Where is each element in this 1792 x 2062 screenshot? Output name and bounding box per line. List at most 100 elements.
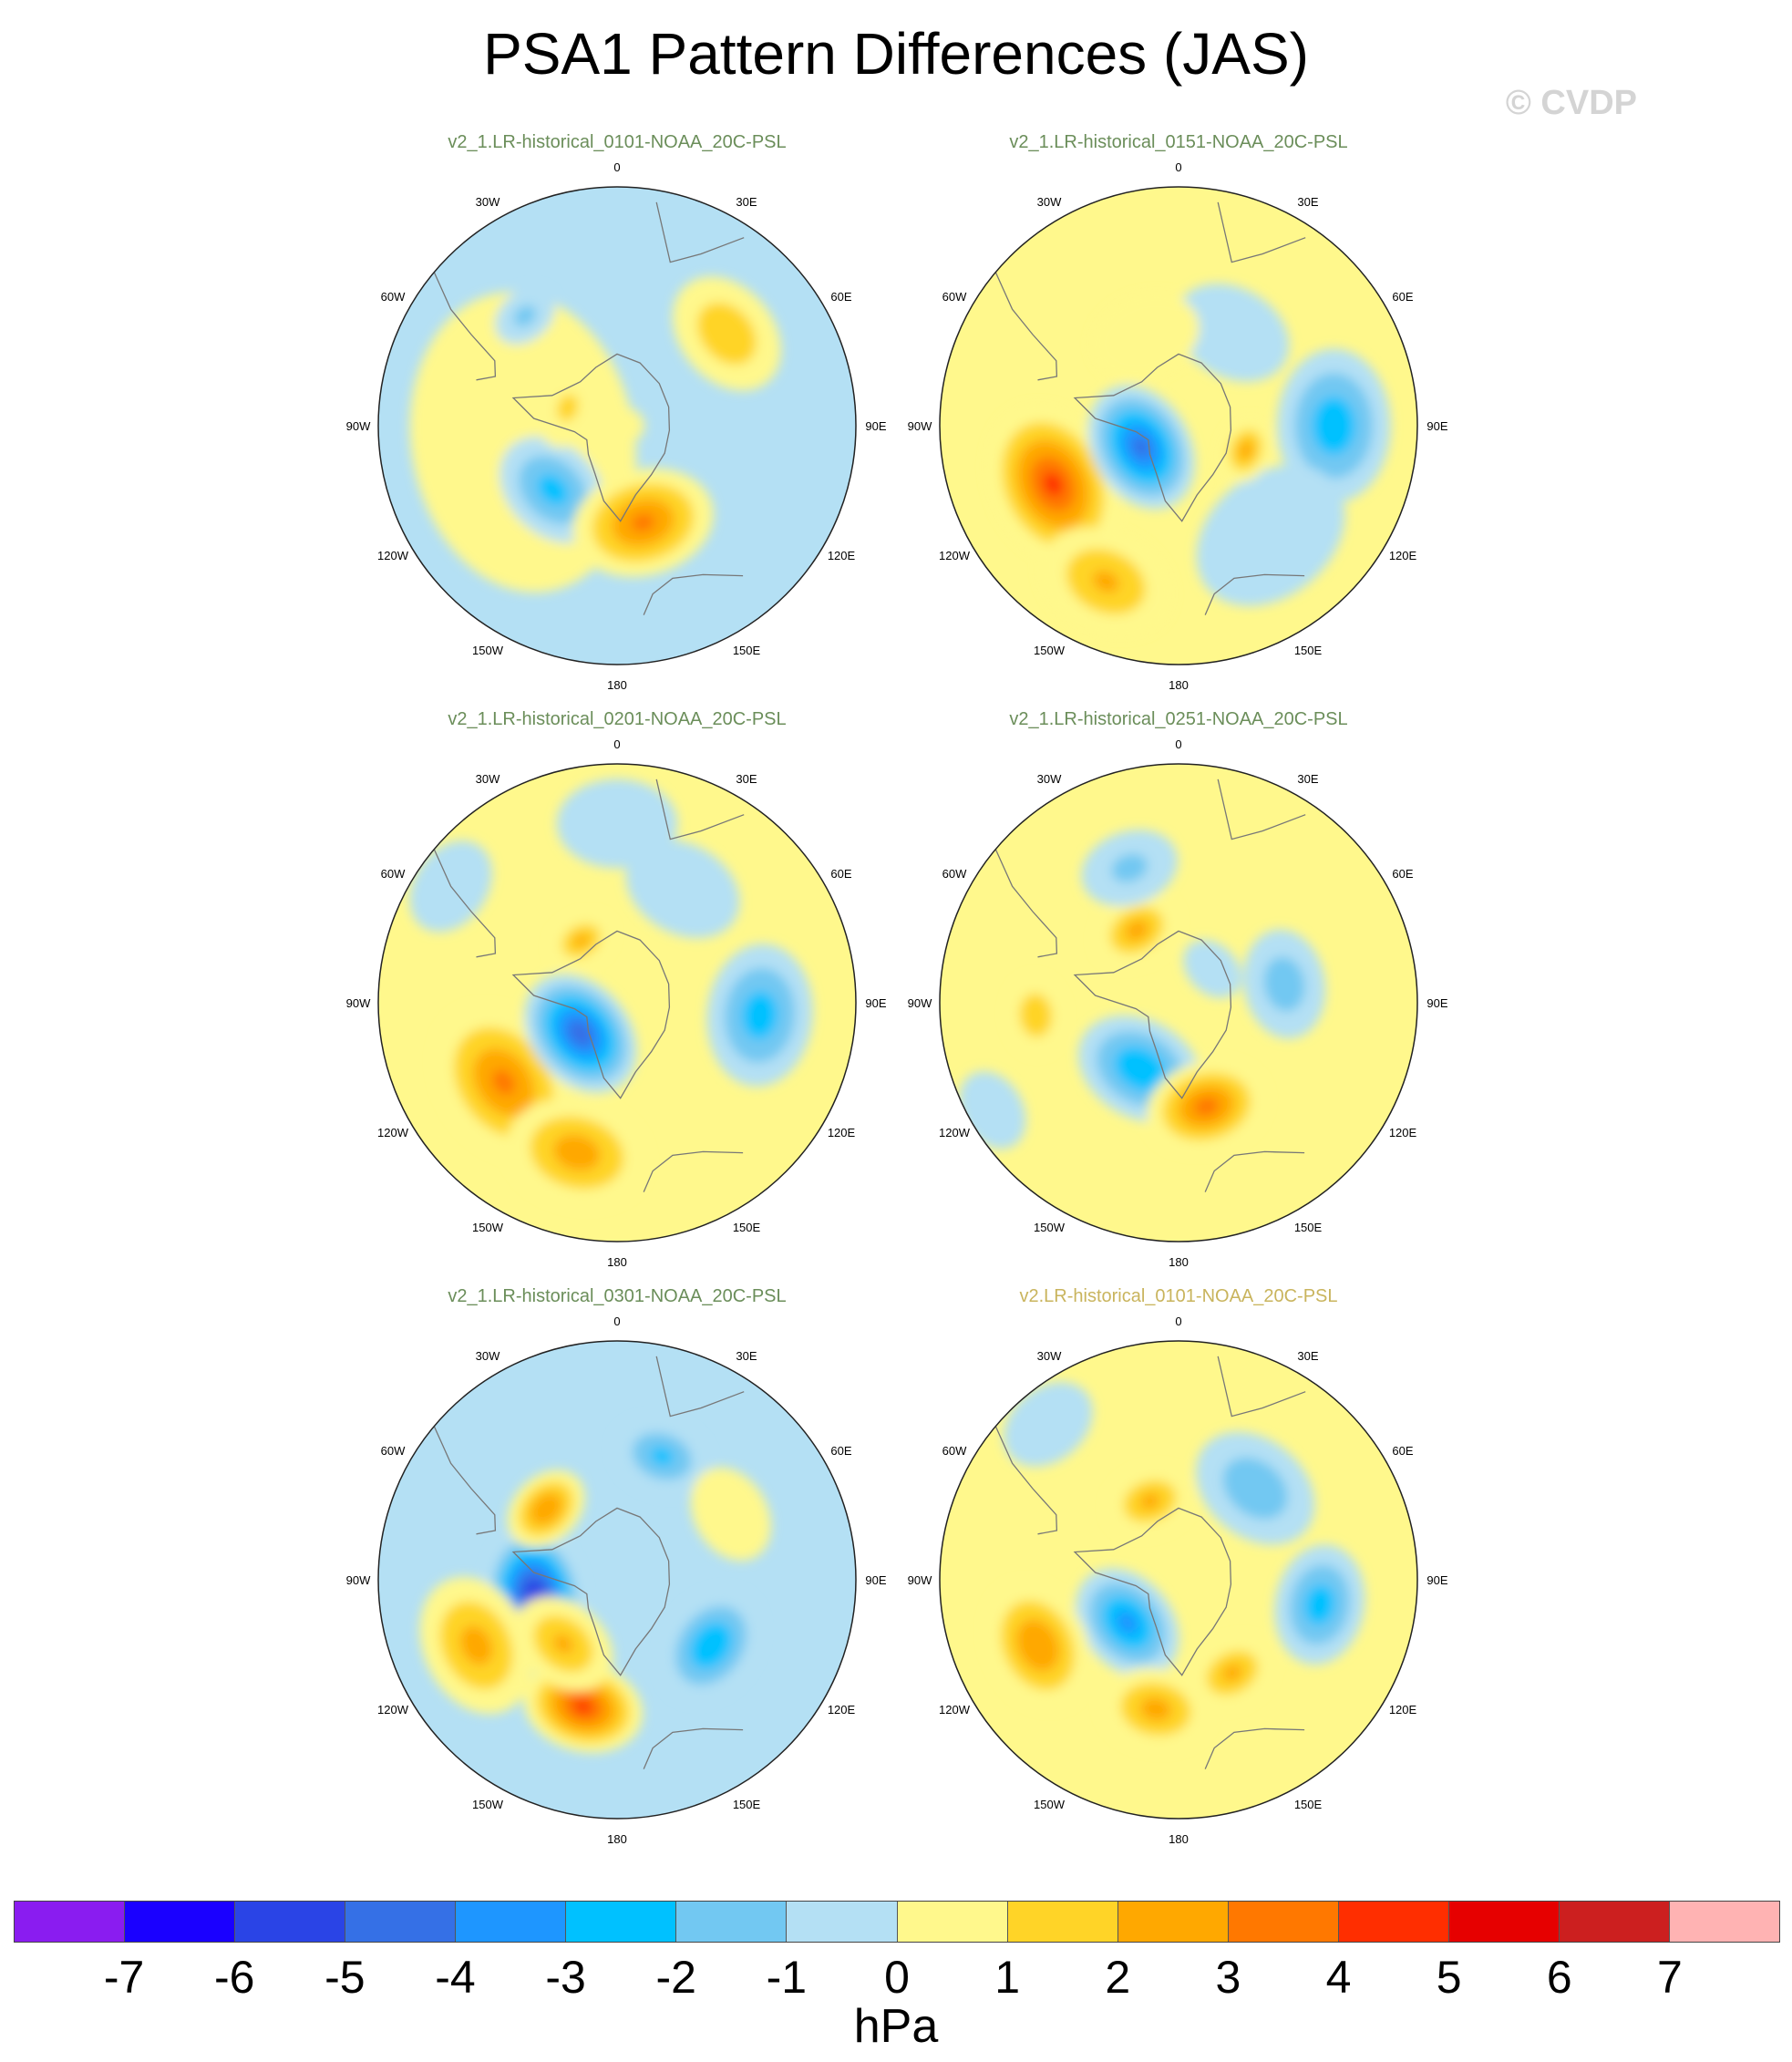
map-panels: v2_1.LR-historical_0101-NOAA_20C-PSL 0 30E…: [346, 132, 1448, 1846]
longitude-label: 120E: [828, 1703, 856, 1717]
panel-title: v2_1.LR-historical_0251-NOAA_20C-PSL: [1009, 709, 1347, 729]
longitude-label: 150E: [1294, 1798, 1323, 1811]
pressure-anomaly-contour: [1132, 437, 1150, 458]
longitude-label: 30E: [736, 1349, 757, 1363]
colorbar-tick-label: -2: [655, 1952, 696, 2003]
longitude-label: 90W: [346, 996, 371, 1010]
colorbar-tick-label: -3: [545, 1952, 586, 2003]
colorbar-labels: -7 -6 -5 -4 -3 -2 -1 0 1 2 3 4 5 6 7: [14, 1951, 1780, 2005]
pressure-anomaly-contour: [553, 1134, 601, 1171]
longitude-label: 60E: [1392, 1444, 1413, 1458]
coastline-south-america: [994, 272, 1058, 381]
longitude-label: 180: [1169, 1832, 1189, 1846]
map-field: [378, 187, 856, 665]
coastline-africa: [1217, 1356, 1306, 1418]
longitude-label: 60W: [942, 867, 967, 881]
map-border: [939, 186, 1418, 665]
pressure-anomaly-contour: [1125, 920, 1149, 941]
colorbar-swatch: [125, 1902, 236, 1942]
pressure-anomaly-contour: [690, 1467, 771, 1562]
pressure-anomaly-contour: [742, 991, 778, 1039]
map-border: [377, 763, 857, 1242]
colorbar-units: hPa: [853, 2000, 939, 2053]
longitude-label: 90W: [908, 419, 932, 433]
pressure-anomaly-contour: [651, 1447, 674, 1466]
colorbar-swatch: [676, 1902, 788, 1942]
colorbar-swatch: [566, 1902, 677, 1942]
pressure-anomaly-contour: [1111, 853, 1148, 883]
coastline-africa: [1217, 201, 1306, 263]
colorbar-tick-label: 1: [994, 1952, 1021, 2003]
longitude-label: 60W: [942, 1444, 967, 1458]
longitude-label: 60W: [381, 290, 406, 304]
longitude-label: 60W: [381, 867, 406, 881]
colorbar-tick-label: 7: [1656, 1952, 1683, 2003]
pressure-anomaly-contour: [556, 778, 678, 869]
longitude-label: 30E: [736, 195, 757, 209]
colorbar-swatch: [1117, 1902, 1229, 1942]
map-field: [378, 1341, 856, 1819]
longitude-label: 120E: [828, 1126, 856, 1139]
longitude-label: 60E: [1392, 867, 1413, 881]
pressure-anomaly-contour: [513, 304, 537, 327]
coastline-africa: [655, 778, 745, 840]
pressure-anomaly-contour: [553, 1634, 573, 1654]
longitude-label: 90E: [865, 1573, 886, 1587]
longitude-label: 30E: [1297, 195, 1318, 209]
longitude-label: 90W: [908, 996, 932, 1010]
panel-title: v2.LR-historical_0101-NOAA_20C-PSL: [1019, 1286, 1337, 1306]
pressure-anomaly-contour: [1116, 1611, 1138, 1634]
longitude-label: 90E: [1426, 996, 1447, 1010]
longitude-label: 180: [1169, 1255, 1189, 1269]
pressure-anomaly-contour: [1003, 1381, 1093, 1467]
pressure-anomaly-contour: [1196, 464, 1345, 606]
longitude-label: 150E: [1294, 644, 1323, 657]
coastline-antarctica: [511, 1507, 671, 1676]
longitude-label: 60E: [830, 290, 851, 304]
map-panel: v2_1.LR-historical_0101-NOAA_20C-PSL 0 30E…: [346, 132, 887, 692]
map-field: [940, 764, 1417, 1242]
longitude-label: 150W: [1034, 1221, 1066, 1234]
pressure-anomaly-contour: [1183, 940, 1241, 998]
colorbar-swatch: [235, 1902, 346, 1942]
longitude-label: 0: [1175, 1315, 1181, 1328]
longitude-label: 90W: [346, 419, 371, 433]
colorbar-tick-label: 5: [1436, 1952, 1462, 2003]
colorbar-swatch: [456, 1902, 567, 1942]
longitude-label: 30W: [476, 1349, 500, 1363]
colorbar-swatch: [1669, 1902, 1779, 1942]
panel-title: v2_1.LR-historical_0301-NOAA_20C-PSL: [448, 1286, 786, 1306]
pressure-anomaly-contour: [1139, 1697, 1172, 1721]
pressure-anomaly-contour: [491, 1069, 516, 1096]
map-field: [378, 764, 856, 1242]
longitude-label: 60W: [942, 290, 967, 304]
longitude-label: 120W: [377, 1703, 409, 1717]
colorbar-tick-label: 2: [1105, 1952, 1131, 2003]
colorbar-tick-label: -4: [435, 1952, 476, 2003]
colorbar-tick-label: 0: [884, 1952, 910, 2003]
longitude-label: 60E: [830, 867, 851, 881]
longitude-label: 150W: [1034, 644, 1066, 657]
coastline-south-america: [994, 849, 1058, 958]
longitude-label: 30E: [736, 772, 757, 786]
longitude-label: 90W: [346, 1573, 371, 1587]
pressure-anomaly-contour: [573, 934, 589, 947]
longitude-label: 150E: [733, 644, 761, 657]
longitude-label: 30W: [476, 195, 500, 209]
longitude-label: 150E: [1294, 1221, 1323, 1234]
pressure-anomaly-contour: [567, 1019, 594, 1047]
longitude-label: 90E: [865, 996, 886, 1010]
map-panel: v2_1.LR-historical_0151-NOAA_20C-PSL 0 30E…: [908, 132, 1448, 692]
colorbar-tick-label: -7: [103, 1952, 145, 2003]
pressure-anomaly-contour: [690, 1622, 732, 1669]
longitude-label: 30W: [476, 772, 500, 786]
chart-title: PSA1 Pattern Differences (JAS): [483, 21, 1309, 87]
panel-title: v2_1.LR-historical_0201-NOAA_20C-PSL: [448, 709, 786, 729]
map-border: [939, 1340, 1418, 1820]
coastline-antarctica: [511, 353, 671, 522]
longitude-label: 150E: [733, 1798, 761, 1811]
longitude-label: 30W: [1037, 772, 1062, 786]
pressure-anomaly-contour: [589, 405, 645, 447]
colorbar-tick-label: 6: [1546, 1952, 1572, 2003]
colorbar-tick-label: 3: [1215, 1952, 1241, 2003]
